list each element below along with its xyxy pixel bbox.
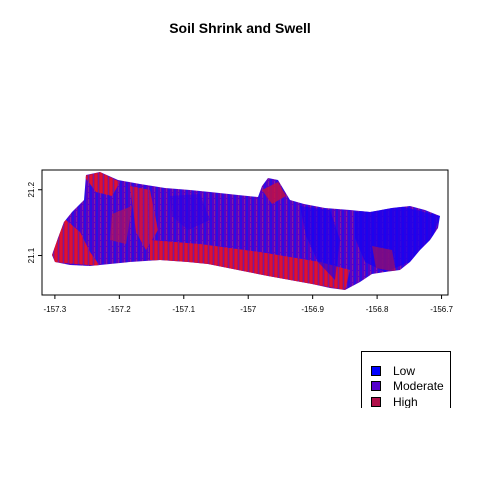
x-tick-label: -157.1 bbox=[172, 305, 195, 314]
y-tick-label: 21.1 bbox=[27, 247, 36, 263]
y-axis: 21.1 21.2 bbox=[27, 181, 42, 263]
x-tick-label: -156.7 bbox=[430, 305, 453, 314]
map-legend: Low Moderate High bbox=[361, 351, 451, 408]
legend-item-low: Low bbox=[371, 364, 415, 378]
legend-swatch-high bbox=[371, 397, 381, 407]
legend-item-moderate: Moderate bbox=[371, 379, 444, 393]
legend-swatch-moderate bbox=[371, 381, 381, 391]
island-shape bbox=[52, 172, 440, 290]
map-title: Soil Shrink and Swell bbox=[169, 20, 311, 36]
x-tick-label: -157.3 bbox=[44, 305, 67, 314]
legend-swatch-low bbox=[371, 366, 381, 376]
x-tick-label: -157.2 bbox=[108, 305, 131, 314]
legend-label-high: High bbox=[393, 395, 418, 408]
legend-item-high: High bbox=[371, 395, 418, 408]
y-tick-label: 21.2 bbox=[27, 181, 36, 197]
x-tick-label: -157 bbox=[240, 305, 257, 314]
x-tick-label: -156.9 bbox=[301, 305, 324, 314]
legend-label-low: Low bbox=[393, 364, 416, 378]
legend-label-moderate: Moderate bbox=[393, 379, 444, 393]
plot-frame bbox=[41, 169, 449, 296]
x-axis: -157.3 -157.2 -157.1 -157 -156.9 -156.8 -156.7 bbox=[44, 295, 453, 314]
x-tick-label: -156.8 bbox=[366, 305, 389, 314]
